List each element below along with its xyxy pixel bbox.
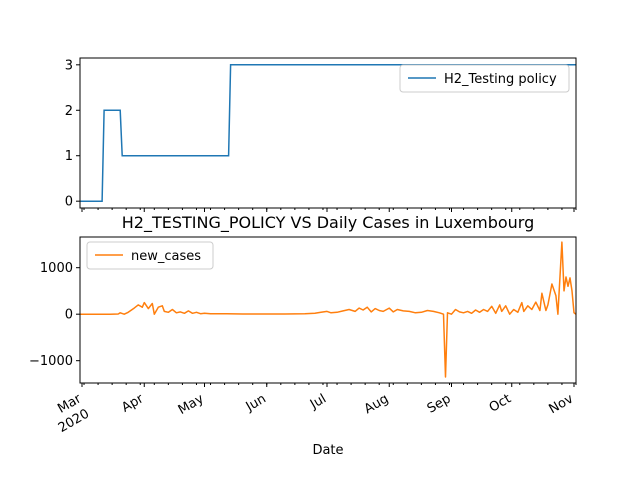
top-legend-label: H2_Testing policy: [444, 72, 557, 87]
series-line-h2-testing-policy: [80, 64, 576, 202]
y-tick-label: −1000: [29, 354, 73, 369]
x-tick-label: Jul: [307, 391, 329, 412]
top-x-ticks: [81, 208, 577, 212]
x-axis-label: Date: [312, 443, 343, 458]
y-tick-label: 3: [65, 58, 73, 73]
top-axes-frame: [79, 57, 577, 209]
bottom-legend: new_cases: [86, 241, 214, 270]
bottom-legend-box: [86, 241, 214, 270]
chart-title: H2_TESTING_POLICY VS Daily Cases in Luxe…: [122, 213, 534, 233]
bottom-series-group: [80, 241, 576, 378]
y-tick-label: 0: [65, 195, 73, 210]
y-tick-label: 2: [65, 104, 73, 119]
top-subplot: 0 1 2 3 H2_Testing policy: [65, 57, 577, 212]
bottom-y-ticks: −1000 0 1000: [29, 261, 80, 369]
y-tick-label: 0: [65, 308, 73, 323]
top-legend-box: [399, 64, 570, 93]
y-tick-label: 1000: [40, 261, 73, 276]
top-y-ticks: 0 1 2 3: [65, 58, 80, 210]
top-legend: H2_Testing policy: [399, 64, 570, 93]
bottom-axes-frame: [79, 236, 577, 384]
bottom-legend-label: new_cases: [131, 249, 201, 264]
top-series-group: [80, 64, 576, 202]
series-line-new-cases: [80, 241, 576, 378]
y-tick-label: 1: [65, 149, 73, 164]
